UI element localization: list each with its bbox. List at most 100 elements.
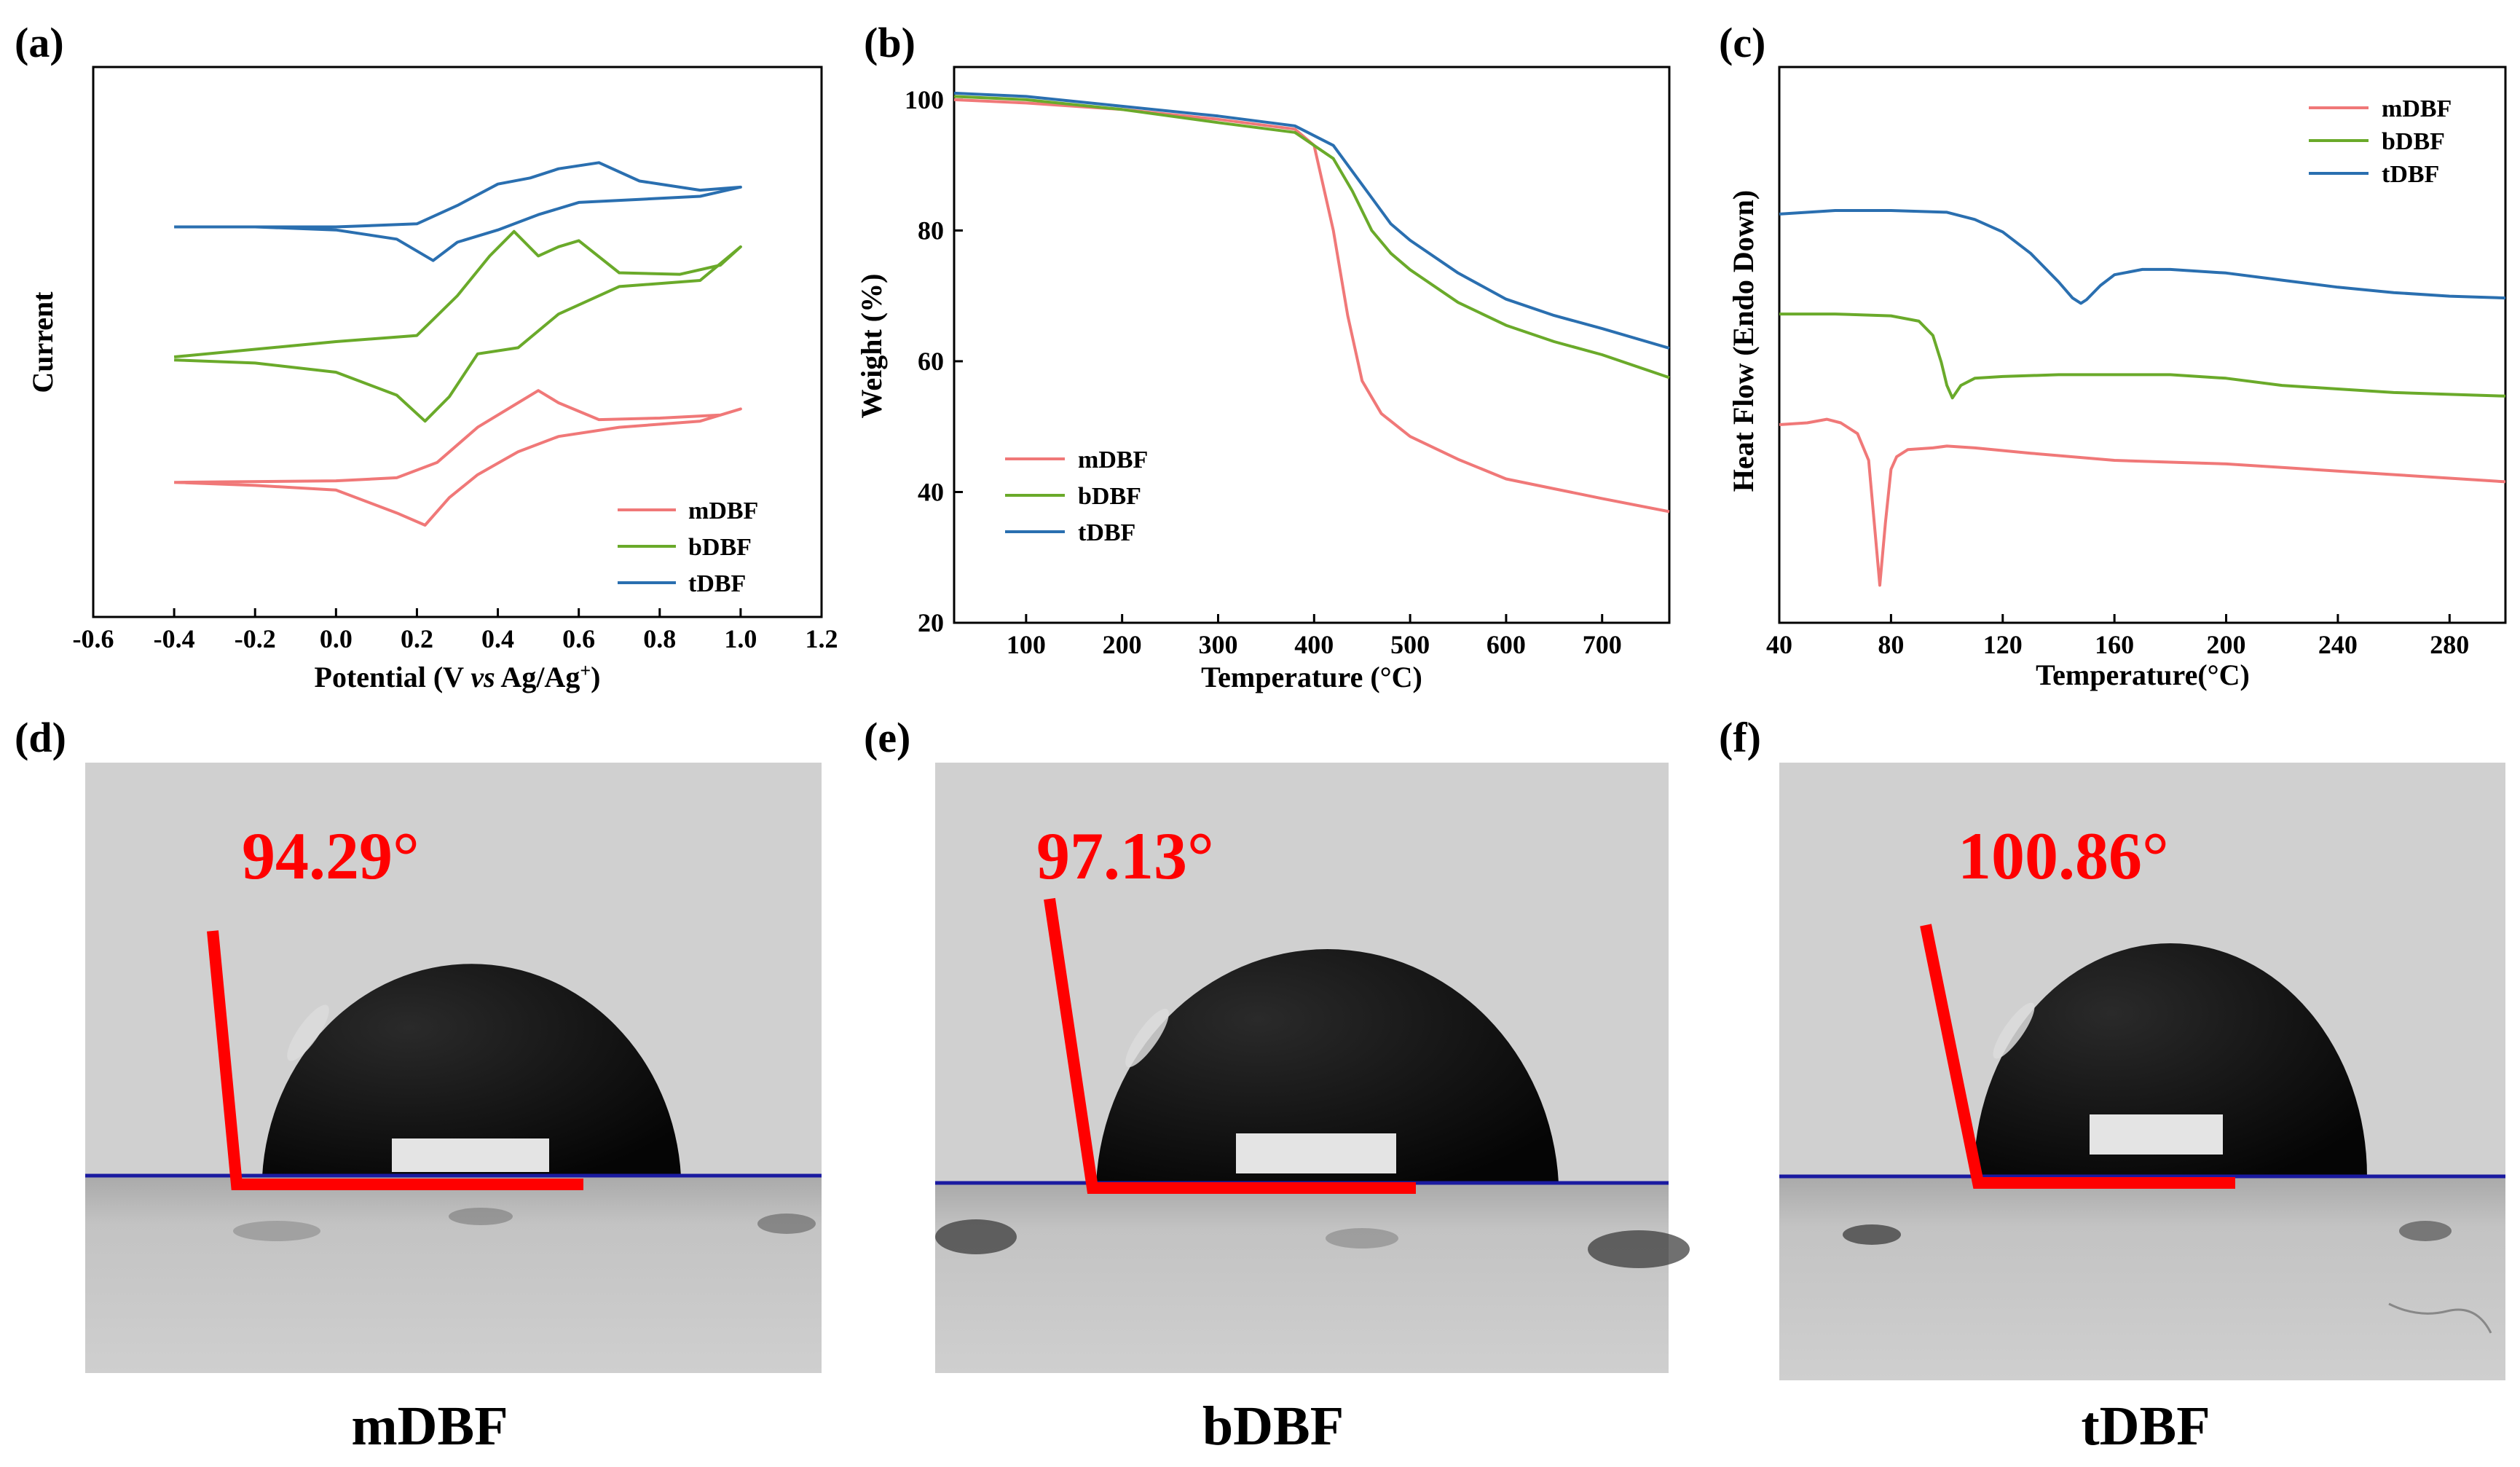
panel-e: (e) 97.13° bDBF — [864, 714, 1690, 1457]
panel-b-series-tDBF — [953, 91, 1670, 350]
panel-e-angle-value: 97.13° — [1036, 819, 1214, 893]
panel-c-xtick-label: 160 — [2095, 630, 2134, 659]
panel-a-xticks: -0.6 -0.4 -0.2 0.0 0.2 0.4 0.6 0.8 1.0 1.2 — [73, 608, 838, 653]
panel-c-curves — [1779, 209, 2506, 587]
panel-a-legend-label-bDBF: bDBF — [688, 534, 752, 561]
panel-b-ytick-label: 100 — [905, 85, 944, 114]
panel-e-substrate — [935, 1182, 1669, 1373]
panel-a-xlabel: Potential (V vs Ag/Ag+) — [315, 660, 601, 693]
panel-f-angle-line — [1920, 924, 2235, 1189]
panel-f-substrate — [1779, 1176, 2505, 1380]
panel-a-xtick-label: -0.2 — [235, 624, 276, 653]
panel-b-xtick-label: 200 — [1103, 630, 1142, 659]
panel-c-legend-label-mDBF: mDBF — [2382, 95, 2452, 122]
panel-c-xtick-label: 280 — [2430, 630, 2469, 659]
panel-e-droplet-reflection — [1236, 1133, 1396, 1173]
panel-f: (f) 100.86° tDBF — [1719, 714, 2505, 1457]
panel-b-xtick-label: 500 — [1390, 630, 1430, 659]
panel-d-droplet-highlight — [287, 1004, 329, 1061]
panel-c-xtick-label: 240 — [2318, 630, 2358, 659]
panel-b-series-bDBF — [953, 95, 1670, 379]
panel-f-droplet-reflection — [2090, 1114, 2223, 1155]
panel-f-photo: 100.86° — [1779, 763, 2505, 1380]
panel-a-ylabel: Current — [26, 291, 59, 393]
panel-b-ytick-label: 40 — [918, 477, 944, 506]
panel-a-xtick-label: 1.0 — [724, 624, 757, 653]
panel-a-xtick-label: 0.6 — [562, 624, 595, 653]
panel-c-frame — [1778, 66, 2507, 624]
panel-a-frame — [92, 66, 823, 618]
panel-c: (c) 40 80 120 160 200 240 280 mDBF bDBF tDBF Tem… — [1719, 19, 2507, 691]
panel-a-xtick-label: 0.4 — [481, 624, 514, 653]
panel-d-photo: 94.29° — [85, 763, 822, 1373]
panel-a: (a) -0.6 -0.4 -0.2 0.0 0.2 0.4 0.6 0.8 1.0 1.2 mD… — [15, 19, 838, 693]
panel-b-series-mDBF — [953, 98, 1670, 514]
panel-b-ticks: 100 200 300 400 500 600 700 20 40 60 80 100 — [905, 85, 1622, 659]
panel-a-xtick-label: 0.2 — [401, 624, 433, 653]
panel-c-xtick-label: 40 — [1766, 630, 1792, 659]
panel-b-ytick-label: 60 — [918, 347, 944, 376]
panel-c-xticks: 40 80 120 160 200 240 280 — [1766, 614, 2469, 659]
panel-e-label: (e) — [864, 714, 910, 761]
panel-c-label: (c) — [1719, 19, 1765, 66]
panel-e-angle-line — [1044, 897, 1416, 1194]
panel-f-substrate-shadow — [2399, 1221, 2452, 1241]
panel-e-substrate-shadow — [1588, 1230, 1690, 1268]
panel-e-caption: bDBF — [1202, 1396, 1344, 1457]
panel-b-frame — [953, 66, 1671, 624]
panel-d-droplet — [262, 964, 681, 1176]
panel-d: (d) 94.29° mDBF — [15, 714, 822, 1457]
panel-b-xtick-label: 700 — [1583, 630, 1622, 659]
panel-a-legend-label-tDBF: tDBF — [688, 570, 746, 597]
panel-a-xtick-label: 0.0 — [320, 624, 353, 653]
panel-c-legend: mDBF bDBF tDBF — [2309, 95, 2452, 188]
panel-a-xtick-label: -0.4 — [154, 624, 195, 653]
panel-b-ytick-label: 20 — [918, 608, 944, 637]
panel-d-caption: mDBF — [351, 1396, 508, 1457]
panel-b-xtick-label: 600 — [1487, 630, 1526, 659]
panel-f-label: (f) — [1719, 714, 1761, 761]
panel-b-legend-label-bDBF: bDBF — [1078, 483, 1141, 510]
panel-b-ylabel: Weight (%) — [855, 274, 888, 419]
panel-c-ylabel: Heat Flow (Endo Down) — [1727, 190, 1760, 492]
panel-d-substrate-shadow — [757, 1214, 816, 1234]
panel-c-legend-label-bDBF: bDBF — [2382, 128, 2445, 155]
panel-f-substrate-shadow — [1843, 1224, 1901, 1245]
panel-b-ytick-label: 80 — [918, 216, 944, 245]
panel-d-substrate-shadow — [233, 1221, 320, 1241]
panel-f-angle-value: 100.86° — [1958, 819, 2169, 893]
panel-a-xtick-label: 1.2 — [806, 624, 838, 653]
panel-b-xtick-label: 400 — [1294, 630, 1334, 659]
panel-b-xlabel: Temperature (°C) — [1201, 661, 1422, 693]
panel-e-droplet-highlight — [1125, 1008, 1169, 1068]
panel-c-legend-label-tDBF: tDBF — [2382, 161, 2439, 188]
panel-a-series-mDBF — [174, 389, 742, 527]
panel-b-xtick-label: 100 — [1007, 630, 1046, 659]
panel-a-legend-label-mDBF: mDBF — [688, 497, 758, 524]
panel-f-droplet — [1974, 943, 2367, 1176]
panel-c-series-mDBF — [1779, 417, 2506, 587]
panel-c-series-tDBF — [1779, 209, 2506, 305]
panel-d-substrate — [85, 1175, 822, 1373]
panel-e-photo: 97.13° — [935, 763, 1690, 1373]
panel-d-angle-value: 94.29° — [242, 819, 420, 893]
panel-b-legend-label-tDBF: tDBF — [1078, 519, 1135, 546]
panel-b-legend-label-mDBF: mDBF — [1078, 447, 1148, 473]
panel-a-label: (a) — [15, 19, 64, 66]
panel-e-substrate-shadow — [1326, 1228, 1398, 1248]
panel-b-curves — [953, 91, 1670, 514]
panel-b-label: (b) — [864, 19, 916, 66]
panel-d-label: (d) — [15, 714, 66, 761]
panel-a-series-tDBF — [174, 161, 742, 262]
panel-a-xtick-label: -0.6 — [73, 624, 114, 653]
panel-c-xtick-label: 80 — [1878, 630, 1904, 659]
panel-b: (b) 100 200 300 400 500 600 700 20 40 60 80 100 mDB… — [855, 19, 1671, 693]
panel-a-curves — [173, 161, 742, 527]
panel-e-substrate-shadow — [935, 1219, 1017, 1254]
panel-b-legend: mDBF bDBF tDBF — [1005, 447, 1148, 546]
panel-a-series-bDBF — [173, 229, 742, 423]
panel-a-xtick-label: 0.8 — [643, 624, 676, 653]
panel-c-xlabel: Temperature(°C) — [2036, 658, 2250, 691]
panel-c-series-bDBF — [1779, 312, 2506, 400]
